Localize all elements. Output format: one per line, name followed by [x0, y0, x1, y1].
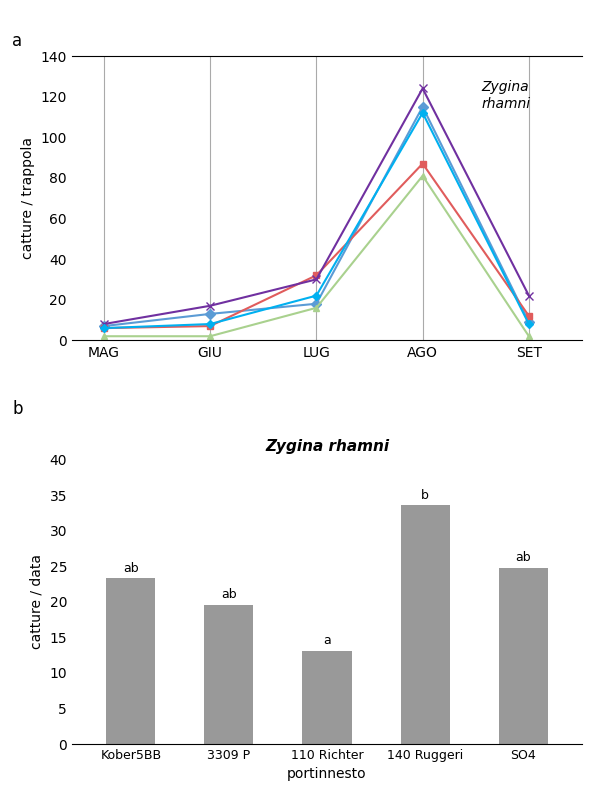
- 140 Ru: [313, 274, 320, 284]
- 110 Ri: [206, 331, 214, 341]
- 140 Ru: [525, 291, 532, 301]
- 110 Ri: [419, 171, 426, 181]
- SO4: [419, 108, 426, 118]
- X-axis label: portinnesto: portinnesto: [287, 767, 367, 782]
- 3309 P: [419, 159, 426, 169]
- Text: ab: ab: [515, 551, 531, 564]
- Text: b: b: [421, 489, 429, 502]
- Line: 140 Ru: 140 Ru: [100, 84, 533, 328]
- Line: Kober 5BB: Kober 5BB: [100, 103, 532, 330]
- 110 Ri: [525, 331, 532, 341]
- Text: Zygina
rhamni: Zygina rhamni: [481, 80, 530, 110]
- SO4: [100, 323, 107, 333]
- 3309 P: [525, 311, 532, 321]
- Y-axis label: catture / data: catture / data: [30, 554, 44, 650]
- Text: ab: ab: [221, 588, 237, 601]
- Bar: [302, 651, 352, 744]
- 140 Ru: [100, 319, 107, 329]
- SO4: [525, 319, 532, 329]
- Line: SO4: SO4: [101, 110, 532, 331]
- Bar: [499, 568, 548, 744]
- SO4: [313, 291, 320, 301]
- Text: a: a: [12, 32, 22, 50]
- Legend: Kober 5BB, 3309 P, 110 Ri, 140 Ru, SO4: Kober 5BB, 3309 P, 110 Ri, 140 Ru, SO4: [141, 0, 513, 5]
- 3309 P: [206, 322, 214, 331]
- 3309 P: [100, 323, 107, 333]
- Text: a: a: [323, 634, 331, 647]
- 140 Ru: [206, 301, 214, 310]
- Text: b: b: [12, 400, 23, 418]
- Title: Zygina rhamni: Zygina rhamni: [265, 439, 389, 454]
- Kober 5BB: [313, 299, 320, 309]
- SO4: [206, 319, 214, 329]
- Line: 110 Ri: 110 Ri: [100, 172, 532, 340]
- 110 Ri: [313, 303, 320, 313]
- Kober 5BB: [525, 318, 532, 327]
- Line: 3309 P: 3309 P: [100, 160, 532, 331]
- Kober 5BB: [100, 322, 107, 331]
- Kober 5BB: [206, 309, 214, 318]
- Text: ab: ab: [123, 562, 139, 575]
- Kober 5BB: [419, 102, 426, 111]
- Y-axis label: catture / trappola: catture / trappola: [20, 137, 35, 259]
- 3309 P: [313, 270, 320, 280]
- Bar: [401, 505, 449, 744]
- 140 Ru: [419, 84, 426, 94]
- Bar: [106, 578, 155, 744]
- 110 Ri: [100, 331, 107, 341]
- Bar: [205, 605, 253, 744]
